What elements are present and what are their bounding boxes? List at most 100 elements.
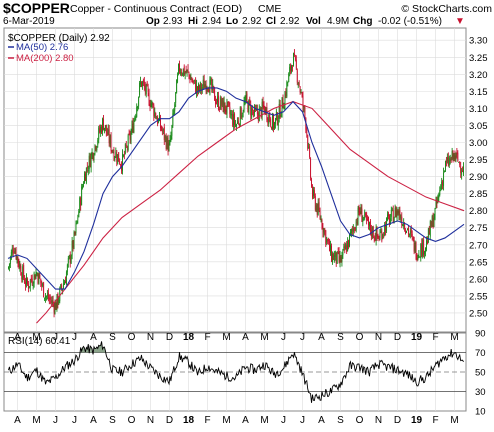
- candle-body: [267, 118, 269, 123]
- candle-body: [338, 251, 340, 261]
- candle-body: [359, 211, 361, 214]
- candle-body: [179, 72, 181, 74]
- candle-body: [293, 53, 295, 55]
- rsi-legend: RSI(14) 60.41: [8, 336, 71, 347]
- candle-body: [35, 272, 37, 279]
- candle-body: [34, 274, 36, 280]
- candle-body: [259, 106, 261, 108]
- rsi-tick-label: 90: [475, 329, 486, 340]
- candle-body: [23, 265, 25, 278]
- candle-body: [70, 256, 72, 264]
- candle-body: [242, 112, 244, 114]
- candle-body: [212, 84, 214, 91]
- candle-body: [160, 117, 161, 129]
- candle-body: [180, 72, 182, 74]
- candle-body: [161, 130, 163, 132]
- candle-body: [221, 98, 223, 105]
- candle-body: [75, 223, 77, 233]
- candle-body: [218, 109, 220, 111]
- month-tick-label: 18: [183, 415, 195, 426]
- candle-body: [270, 119, 272, 126]
- candle-body: [355, 220, 357, 231]
- candle-body: [377, 235, 379, 238]
- candle-body: [130, 132, 132, 141]
- price-tick-label: 2.75: [469, 223, 488, 234]
- candle-body: [329, 240, 331, 252]
- month-tick-label-top: J: [300, 332, 305, 343]
- candle-body: [87, 169, 89, 171]
- candle-body: [357, 207, 359, 225]
- stat-label-high: Hi: [188, 16, 198, 27]
- candle-body: [321, 220, 323, 229]
- candle-body: [457, 152, 459, 162]
- candle-body: [193, 80, 195, 82]
- candle-body: [156, 118, 158, 120]
- candle-body: [289, 67, 291, 73]
- candle-body: [388, 215, 390, 225]
- candle-body: [133, 120, 135, 133]
- candle-body: [189, 75, 191, 82]
- candle-body: [53, 304, 55, 313]
- candle-body: [228, 101, 230, 106]
- candle-body: [118, 152, 120, 162]
- candle-body: [458, 162, 460, 163]
- candle-body: [171, 125, 173, 136]
- price-tick-label: 2.80: [469, 206, 488, 217]
- candle-body: [219, 97, 221, 110]
- candle-body: [11, 247, 13, 254]
- month-tick-label: 19: [411, 415, 423, 426]
- candle-body: [199, 82, 201, 91]
- candle-body: [256, 108, 258, 115]
- candle-body: [116, 153, 118, 162]
- price-tick-label: 3.30: [469, 36, 488, 47]
- candle-body: [426, 240, 427, 250]
- candle-body: [148, 92, 150, 106]
- candle-body: [115, 151, 117, 158]
- month-tick-label: F: [204, 415, 210, 426]
- candle-body: [141, 81, 143, 86]
- candle-body: [301, 93, 303, 96]
- candle-body: [394, 208, 396, 217]
- candle-body: [54, 302, 56, 314]
- candle-body: [452, 150, 454, 159]
- candle-body: [55, 302, 57, 310]
- candle-body: [217, 96, 218, 103]
- candle-body: [347, 241, 349, 251]
- candle-body: [441, 181, 443, 190]
- candle-body: [144, 85, 146, 93]
- month-tick-label: M: [260, 415, 268, 426]
- month-tick-label-top: A: [318, 332, 325, 343]
- month-tick-label: O: [128, 415, 136, 426]
- candle-body: [143, 81, 145, 88]
- candle-body: [339, 255, 341, 263]
- candle-body: [217, 95, 219, 110]
- candle-body: [352, 228, 354, 232]
- candle-body: [393, 217, 395, 224]
- stat-label-open: Op: [146, 16, 160, 27]
- candle-body: [398, 210, 400, 216]
- month-tick-label-top: 18: [183, 332, 195, 343]
- candle-body: [283, 107, 285, 110]
- candle-body: [378, 239, 380, 241]
- month-tick-label-top: M: [32, 332, 40, 343]
- candle-body: [163, 127, 165, 141]
- candle-body: [14, 251, 16, 253]
- candle-body: [423, 239, 425, 255]
- month-tick-label-top: O: [128, 332, 136, 343]
- candle-body: [113, 150, 115, 160]
- candle-body: [416, 257, 418, 260]
- month-tick-label: F: [432, 415, 438, 426]
- candle-body: [308, 146, 310, 148]
- candle-body: [431, 216, 433, 227]
- candle-body: [387, 214, 388, 220]
- month-tick-label-top: A: [14, 332, 21, 343]
- candle-body: [117, 154, 119, 164]
- candle-body: [97, 140, 99, 146]
- candle-body: [341, 254, 343, 263]
- month-tick-label: J: [53, 415, 58, 426]
- rsi-tick-label: 10: [475, 407, 486, 418]
- candle-body: [145, 84, 147, 95]
- candle-body: [119, 161, 121, 165]
- candle-body: [90, 153, 92, 168]
- candle-body: [174, 104, 176, 111]
